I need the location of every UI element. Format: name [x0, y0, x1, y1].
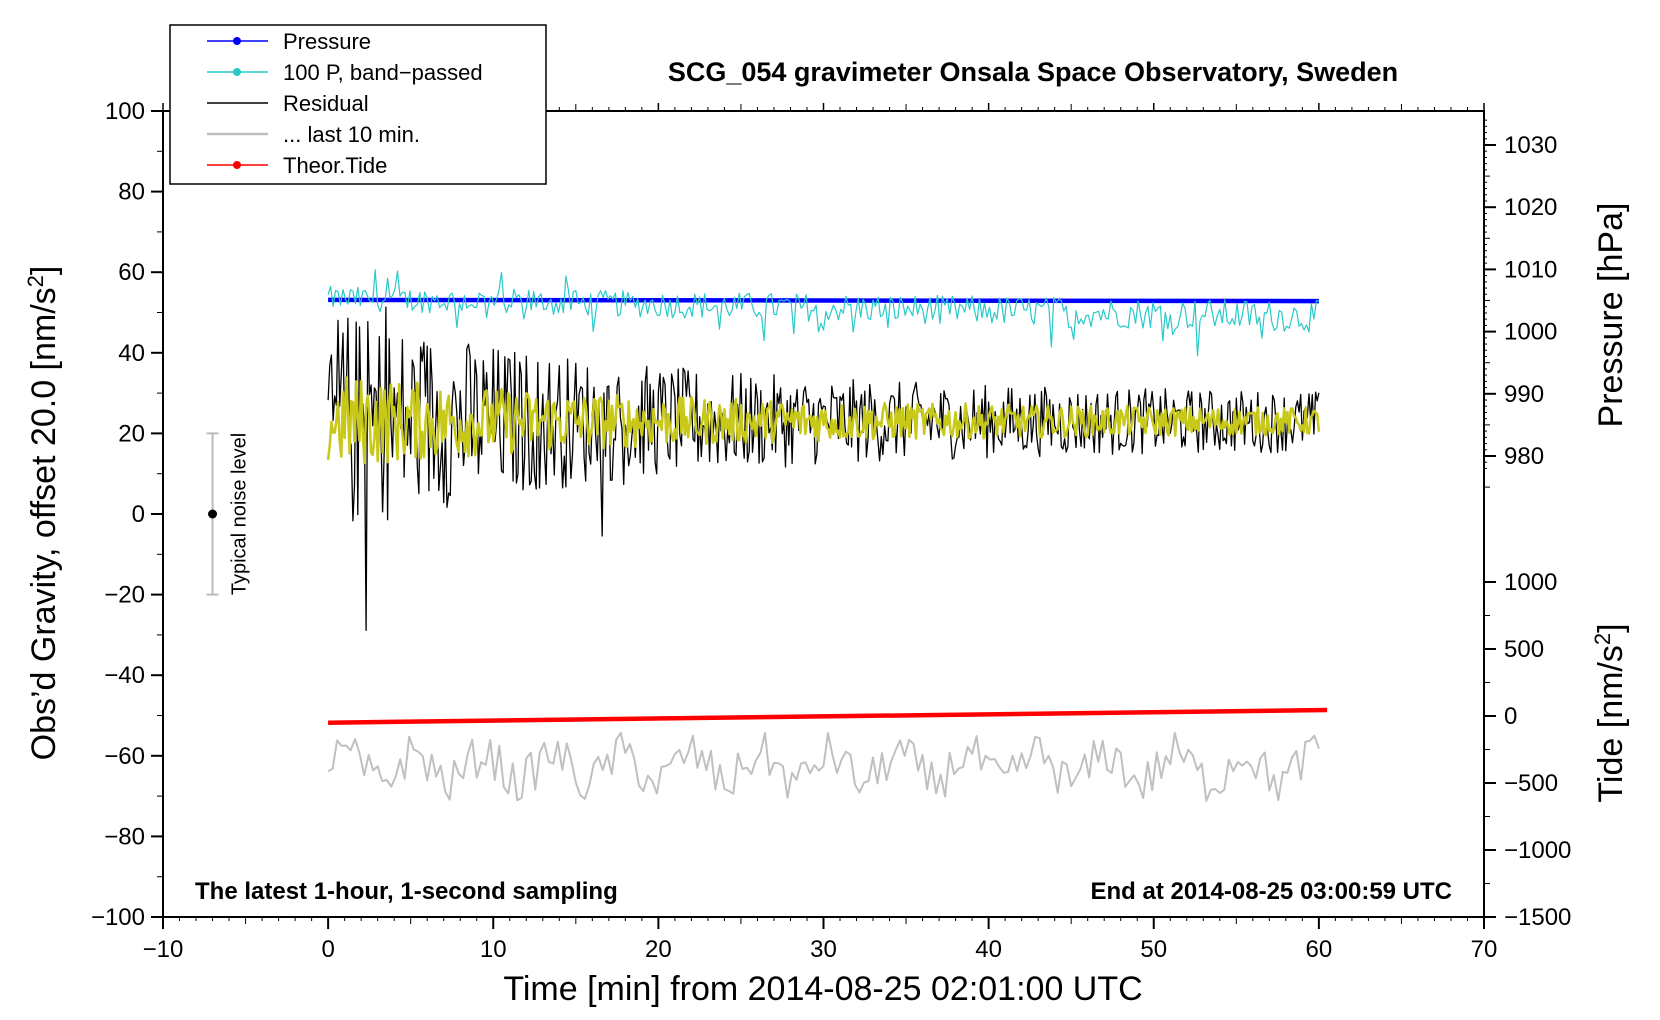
- y-left-tick-label: −20: [104, 582, 145, 609]
- x-tick-label: 20: [645, 936, 672, 963]
- noise-bar-label: Typical noise level: [229, 433, 251, 595]
- y-right-pressure-label: Pressure [hPa]: [1592, 203, 1630, 428]
- y-left-tick-label: 0: [132, 501, 145, 528]
- y-pressure-tick-label: 1000: [1504, 319, 1557, 346]
- note-right: End at 2014-08-25 03:00:59 UTC: [1091, 878, 1453, 905]
- x-tick-label: 50: [1140, 936, 1167, 963]
- legend-marker: [233, 161, 241, 169]
- noise-bar-center: [208, 509, 218, 519]
- legend-marker: [233, 37, 241, 45]
- legend-label: Pressure: [283, 29, 371, 54]
- x-tick-label: 0: [321, 936, 334, 963]
- y-tide-tick-label: 0: [1504, 703, 1517, 730]
- x-tick-label: 40: [975, 936, 1002, 963]
- x-tick-label: −10: [143, 936, 184, 963]
- y-left-label-main: Obs’d Gravity, offset 20.0 [nm/s: [25, 287, 63, 760]
- tick-marks: [151, 103, 1496, 929]
- series-theor-tide: [328, 707, 1328, 725]
- y-pressure-tick-label: 980: [1504, 443, 1544, 470]
- series-pressure: [328, 297, 1319, 304]
- y-left-tick-label: −40: [104, 662, 145, 689]
- series-group: [326, 269, 1328, 802]
- y-pressure-tick-label: 1030: [1504, 132, 1557, 159]
- legend-label: Theor.Tide: [283, 153, 387, 178]
- noise-level-bar: Typical noise level: [206, 432, 251, 596]
- y-pressure-tick-label: 990: [1504, 381, 1544, 408]
- y-right-tide-label-end: ]: [1592, 623, 1630, 632]
- series-residual-smoothed: [326, 376, 1321, 465]
- x-tick-label: 30: [810, 936, 837, 963]
- y-right-tide-label: Tide [nm/s2]: [1590, 623, 1630, 802]
- y-left-axis-label: Obs’d Gravity, offset 20.0 [nm/s2]: [23, 266, 63, 761]
- y-left-tick-label: −100: [91, 904, 145, 931]
- y-left-label-end: ]: [25, 266, 63, 275]
- y-left-tick-label: 40: [118, 340, 145, 367]
- y-tide-tick-label: −1500: [1504, 904, 1571, 931]
- y-left-label-sup: 2: [23, 275, 48, 287]
- y-left-tick-label: −60: [104, 743, 145, 770]
- y-left-tick-label: 20: [118, 420, 145, 447]
- legend-label: Residual: [283, 91, 369, 116]
- x-tick-label: 10: [480, 936, 507, 963]
- y-pressure-tick-label: 1020: [1504, 194, 1557, 221]
- legend-marker: [233, 68, 241, 76]
- chart-title: SCG_054 gravimeter Onsala Space Observat…: [668, 57, 1398, 87]
- y-left-tick-label: 80: [118, 179, 145, 206]
- y-tide-tick-label: −1000: [1504, 837, 1571, 864]
- x-tick-label: 60: [1306, 936, 1333, 963]
- y-pressure-tick-label: 1010: [1504, 256, 1557, 283]
- series-pressure-bandpassed: [327, 269, 1320, 357]
- x-tick-label: 70: [1471, 936, 1498, 963]
- y-tide-tick-label: −500: [1504, 770, 1558, 797]
- y-left-tick-label: 100: [105, 98, 145, 125]
- legend-box: [169, 24, 547, 185]
- series-last-10-min: [327, 731, 1320, 802]
- y-left-tick-label: 60: [118, 259, 145, 286]
- tick-labels: −10 0 10 20 30 40 50 60 70−100−80−60−40−20020406…: [91, 98, 1571, 963]
- legend: Pressure 100 P, band−passed Residual ... la…: [169, 24, 547, 185]
- y-left-tick-label: −80: [104, 823, 145, 850]
- y-right-tide-label-sup: 2: [1590, 633, 1615, 645]
- y-tide-tick-label: 1000: [1504, 569, 1557, 596]
- y-right-tide-label-main: Tide [nm/s: [1592, 645, 1630, 802]
- series-residual: [327, 306, 1320, 632]
- y-tide-tick-label: 500: [1504, 636, 1544, 663]
- legend-label: 100 P, band−passed: [283, 60, 483, 85]
- legend-label: ... last 10 min.: [283, 122, 420, 147]
- note-left: The latest 1-hour, 1-second sampling: [195, 878, 618, 905]
- plot-frame: [162, 110, 1485, 918]
- x-axis-label: Time [min] from 2014-08-25 02:01:00 UTC: [503, 970, 1142, 1008]
